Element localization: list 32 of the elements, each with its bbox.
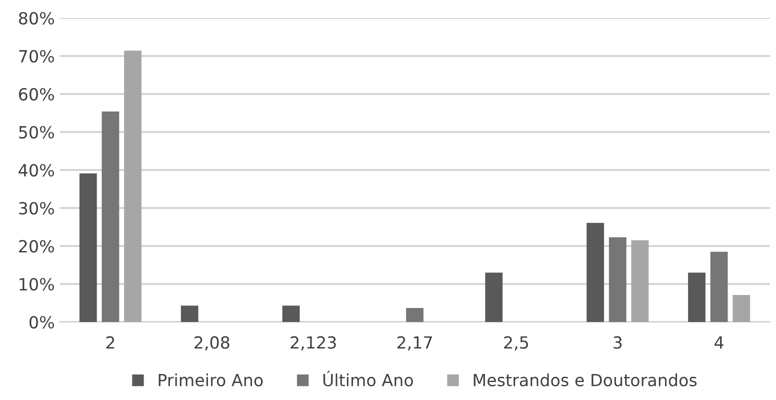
y-tick-label: 40% (18, 164, 54, 177)
y-tick-label: 80% (18, 12, 54, 25)
bar (485, 272, 503, 322)
y-tick-label: 10% (20, 278, 54, 291)
legend-label: Último Ano (323, 370, 413, 386)
bar (732, 295, 750, 322)
y-tick-label: 20% (19, 240, 54, 253)
legend-label: Mestrandos e Doutorandos (474, 373, 697, 386)
x-tick-label: 3 (614, 336, 622, 349)
x-tick-label: 2,17 (397, 336, 432, 350)
bar (282, 306, 300, 322)
bar (710, 252, 728, 322)
x-tick-label: 2,5 (504, 336, 528, 350)
bar (180, 306, 198, 322)
bar (102, 111, 120, 322)
bar (406, 308, 424, 322)
y-tick-label: 0% (30, 316, 54, 329)
bar (586, 222, 604, 322)
bar (79, 173, 97, 322)
y-tick-label: 30% (19, 202, 54, 215)
bar (608, 237, 626, 322)
x-tick-label: 2,123 (290, 336, 336, 350)
y-tick-label: 50% (19, 126, 54, 139)
x-tick-label: 2 (106, 336, 114, 349)
x-tick-label: 4 (714, 336, 724, 349)
y-tick-label: 60% (19, 88, 54, 101)
x-tick-label: 2,08 (194, 336, 230, 350)
bar (631, 240, 649, 322)
y-tick-label: 70% (19, 50, 54, 63)
bar (124, 50, 142, 322)
bar (688, 272, 706, 322)
legend-label: Primeiro Ano (158, 373, 263, 386)
